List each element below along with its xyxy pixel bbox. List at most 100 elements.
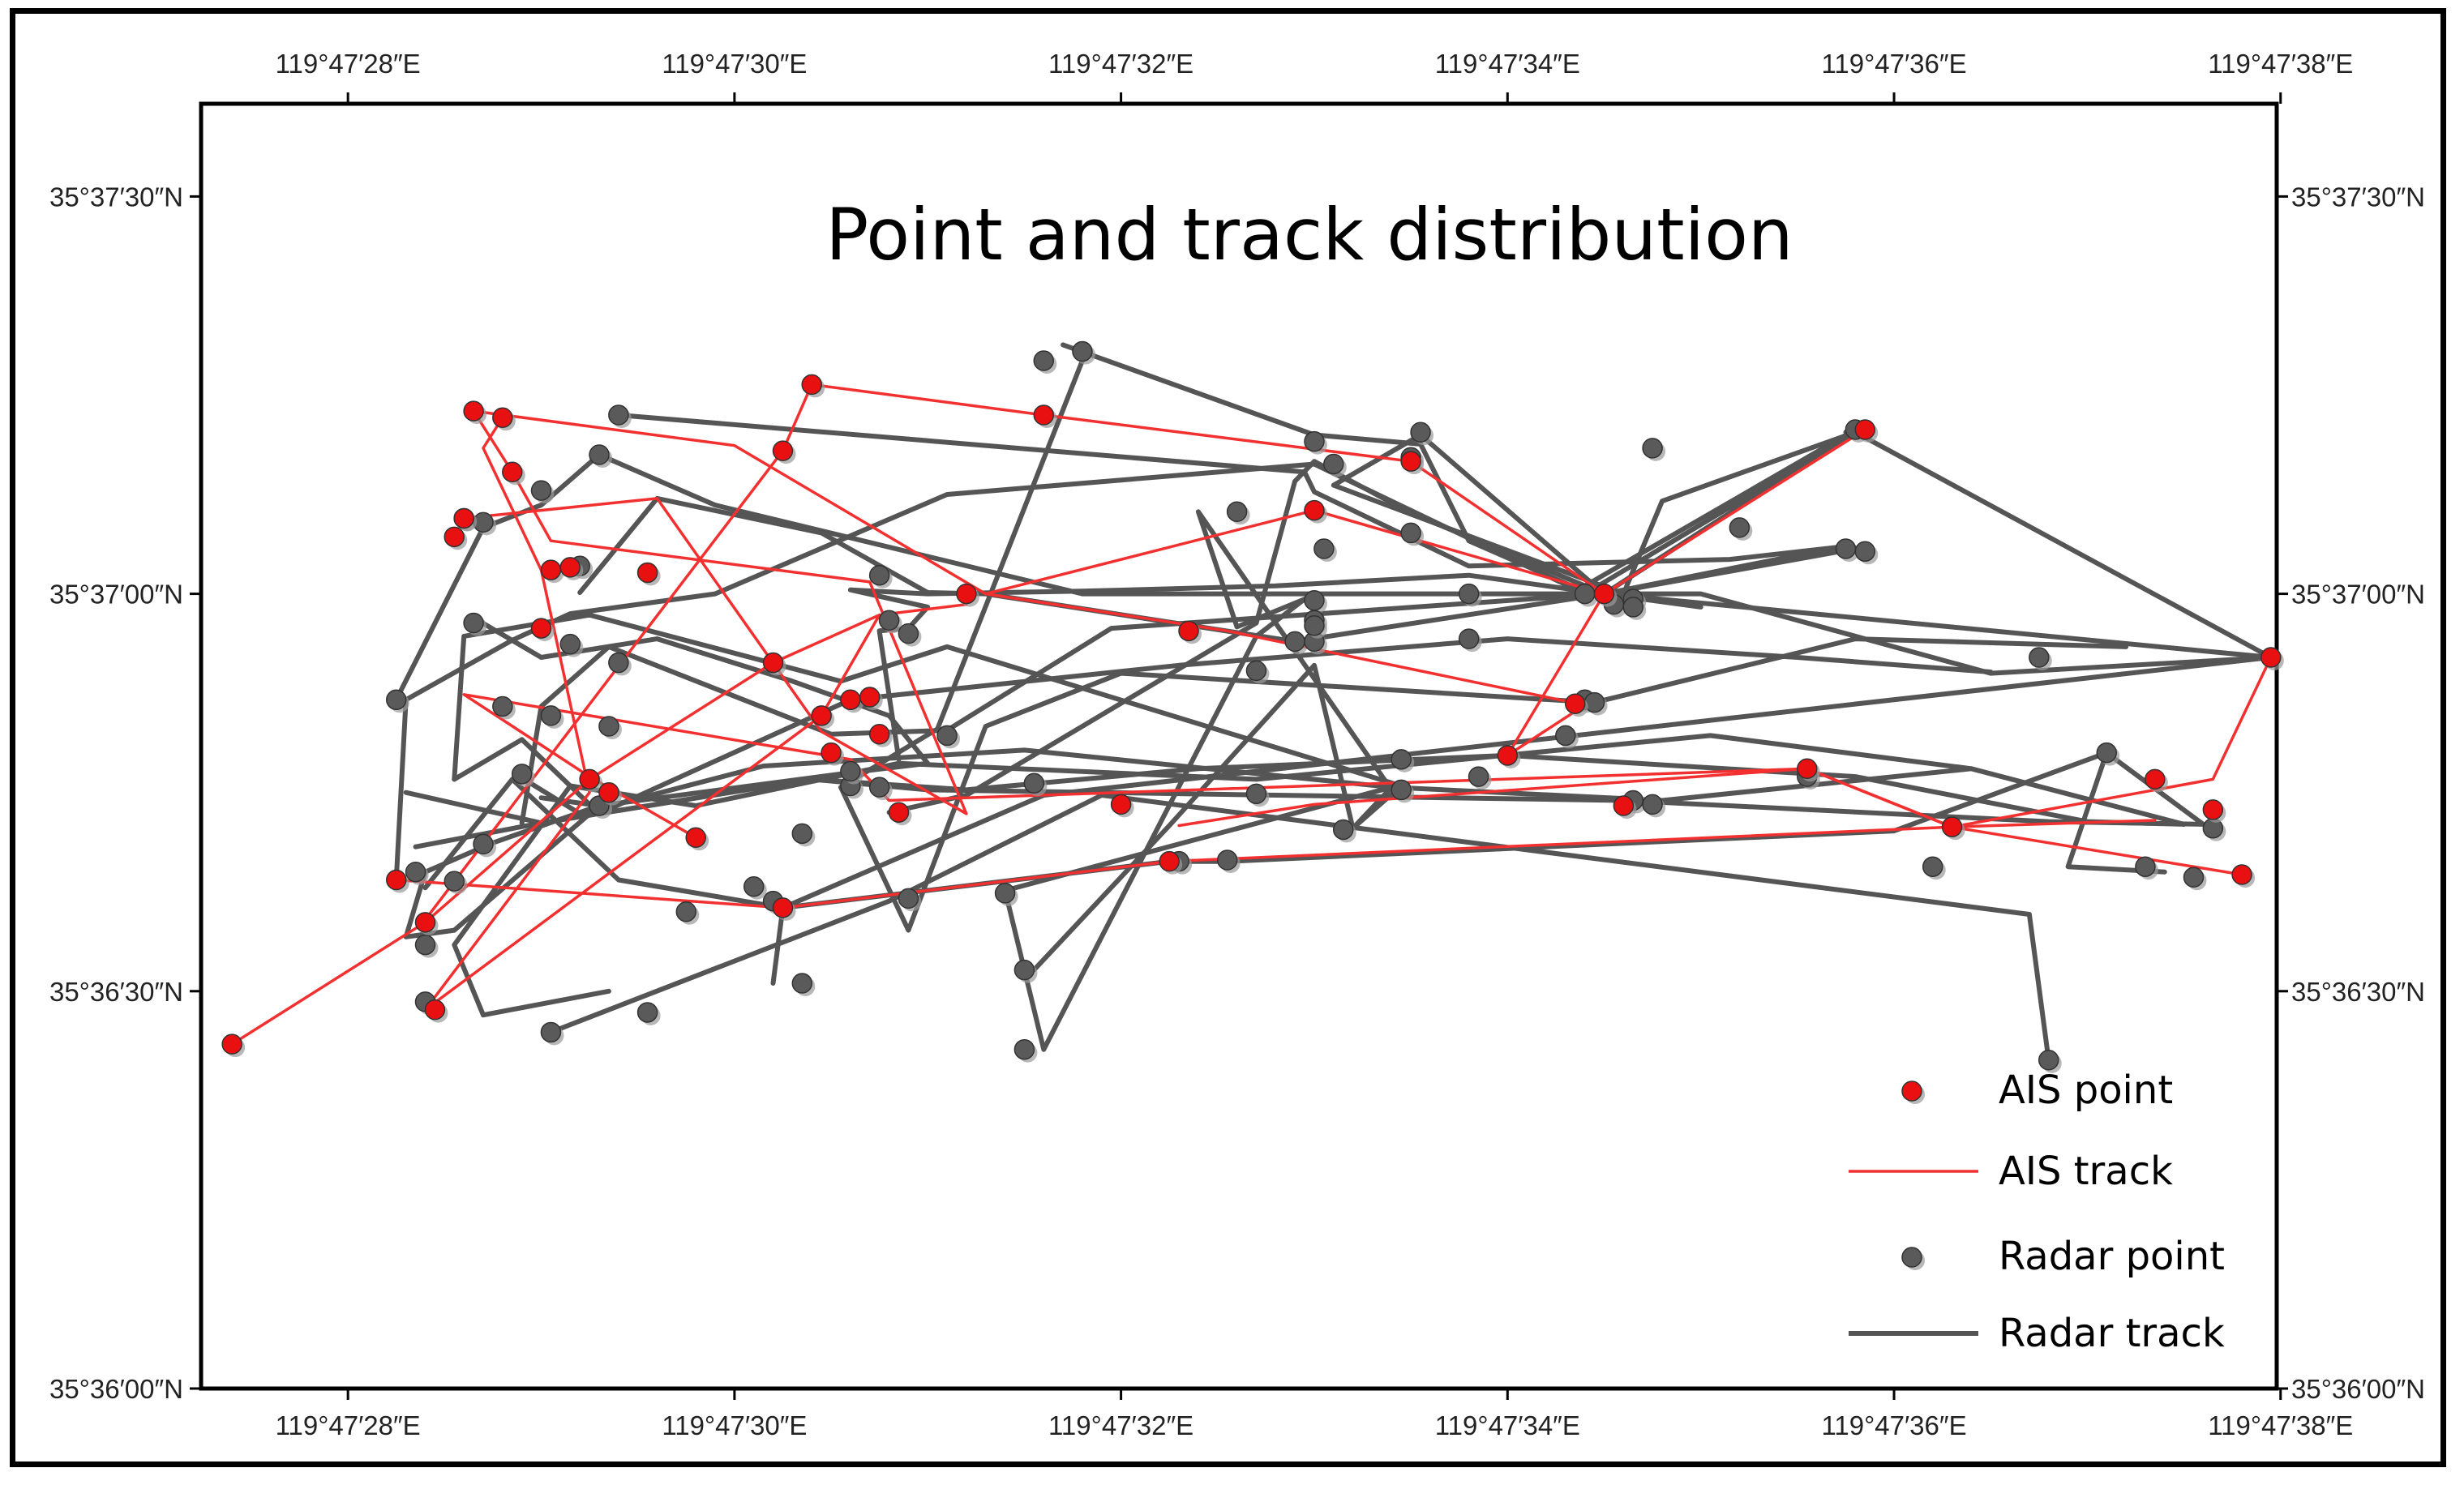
radar-point — [994, 883, 1016, 904]
radar-point — [1922, 856, 1943, 877]
x-tick-label-top: 119°47′32″E — [1048, 49, 1193, 79]
radar-point — [444, 871, 465, 892]
y-tick-label-left: 35°36′30″N — [49, 977, 183, 1007]
radar-point — [511, 764, 533, 785]
radar-point — [1400, 522, 1421, 544]
radar-point — [414, 934, 436, 956]
ais-point — [1854, 419, 1876, 440]
ais-point — [772, 440, 794, 461]
radar-point — [675, 901, 697, 922]
ais-point — [1564, 693, 1586, 714]
axes: 119°47′28″E 119°47′28″E 119°47′30″E 119°47′… — [49, 49, 2425, 1440]
radar-point — [1072, 340, 1093, 362]
radar-point — [1216, 849, 1238, 871]
ais-point — [453, 507, 474, 529]
radar-point — [791, 973, 813, 994]
chart-title: Point and track distribution — [825, 193, 1793, 276]
radar-point — [1304, 615, 1325, 636]
y-tick-label-right: 35°37′00″N — [2291, 580, 2425, 610]
radar-track-line — [519, 591, 2273, 986]
radar-point — [840, 760, 861, 782]
points-layer — [221, 340, 2284, 1073]
y-tick-label-left: 35°37′00″N — [49, 580, 183, 610]
radar-point — [1835, 538, 1857, 559]
radar-point — [1854, 541, 1876, 563]
x-tick-label-top: 119°47′28″E — [276, 49, 421, 79]
radar-point — [559, 633, 581, 655]
ais-point — [414, 912, 436, 933]
radar-point — [1013, 959, 1035, 981]
y-tick-label-right: 35°36′00″N — [2291, 1374, 2425, 1404]
ais-point — [1941, 816, 1963, 837]
radar-point — [791, 823, 813, 845]
radar-point — [868, 777, 890, 798]
radar-point — [1458, 583, 1480, 605]
ais-point — [444, 526, 465, 548]
legend: AIS point AIS track Radar point Radar track — [1849, 1068, 2225, 1356]
radar-track-line — [838, 358, 2129, 933]
radar-point — [898, 888, 919, 909]
radar-track-line — [452, 733, 1974, 1018]
x-tick-label-bottom: 119°47′36″E — [1821, 1410, 1966, 1440]
radar-track-line — [1061, 342, 1858, 607]
ais-point — [840, 689, 861, 711]
ais-point — [762, 652, 784, 674]
radar-point — [1245, 783, 1267, 805]
radar-point — [405, 861, 426, 883]
radar-point — [1391, 749, 1412, 770]
radar-point — [878, 610, 900, 631]
x-tick-label-bottom: 119°47′28″E — [276, 1410, 421, 1440]
radar-point — [1642, 794, 1663, 815]
radar-point — [1555, 725, 1576, 747]
radar-point — [2183, 867, 2205, 888]
ais-point — [1400, 451, 1421, 472]
legend-label: Radar track — [1999, 1311, 2225, 1356]
ais-track-line — [423, 383, 1867, 922]
radar-point — [1468, 766, 1489, 787]
radar-point — [598, 716, 619, 737]
radar-point — [608, 404, 629, 426]
ais-point — [1497, 745, 1519, 766]
y-tick-label-right: 35°36′30″N — [2291, 977, 2425, 1007]
ais-point — [685, 827, 706, 848]
ais-point — [821, 742, 842, 764]
radar-point — [1313, 538, 1335, 559]
radar-point — [2029, 647, 2050, 668]
ais-point — [811, 705, 832, 726]
ais-point — [1033, 404, 1055, 426]
ais-track-line — [462, 693, 2243, 876]
radar-point — [743, 875, 765, 897]
radar-point — [1033, 350, 1055, 371]
ais-track-line — [462, 409, 1606, 815]
radar-point — [1642, 438, 1663, 459]
ais-point — [1159, 850, 1180, 872]
radar-point — [1332, 819, 1354, 841]
x-tick-label-bottom: 119°47′30″E — [662, 1410, 807, 1440]
ais-point — [579, 768, 600, 790]
radar-point — [530, 480, 552, 501]
radar-track-line — [403, 615, 931, 939]
y-tick-label-right: 35°37′30″N — [2291, 182, 2425, 212]
x-tick-label-bottom: 119°47′32″E — [1048, 1410, 1193, 1440]
ais-point — [2145, 768, 2166, 790]
ais-point — [636, 562, 658, 584]
radar-point — [473, 833, 494, 855]
radar-track-line — [393, 430, 2273, 883]
ais-point — [540, 559, 562, 580]
ais-point — [1797, 758, 1818, 780]
ais-point — [492, 407, 513, 429]
radar-point — [540, 705, 562, 726]
legend-label: Radar point — [1999, 1234, 2225, 1279]
ais-point — [772, 897, 794, 918]
radar-point — [608, 652, 629, 674]
ais-point — [385, 869, 407, 891]
ais-point — [801, 374, 822, 396]
radar-point — [2096, 742, 2117, 764]
ais-point — [1110, 794, 1132, 815]
radar-point — [492, 695, 513, 717]
ais-point — [1613, 795, 1635, 816]
x-tick-label-top: 119°47′30″E — [662, 49, 807, 79]
x-tick-label-top: 119°47′38″E — [2208, 49, 2353, 79]
x-tick-label-bottom: 119°47′34″E — [1435, 1410, 1580, 1440]
